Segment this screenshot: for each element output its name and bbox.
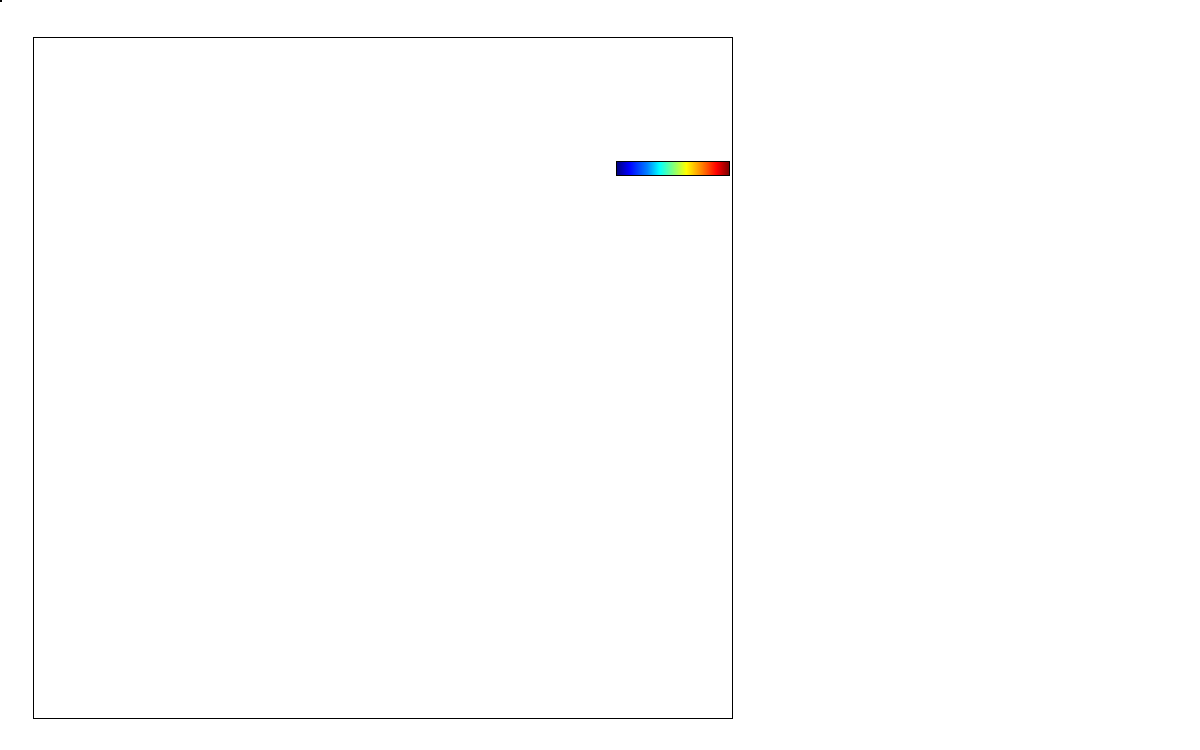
map-frame xyxy=(33,37,733,719)
velocity-colorbar xyxy=(616,161,730,176)
map-panel[interactable] xyxy=(33,37,733,719)
oxygen-section-panel[interactable] xyxy=(0,0,2,2)
oxygen-section-graphic xyxy=(1,1,301,151)
